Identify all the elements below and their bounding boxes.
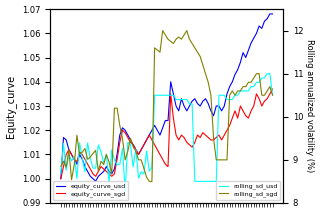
- Line: rolling_sd_usd: rolling_sd_usd: [61, 74, 273, 191]
- equity_curve_usd: [268, 13, 272, 15]
- equity_curve_usd: [156, 129, 159, 132]
- equity_curve_usd: [190, 100, 194, 103]
- equity_curve_sgd: [153, 144, 156, 146]
- rolling_sd_sgd: [209, 94, 213, 97]
- rolling_sd_sgd: [190, 42, 194, 45]
- rolling_sd_usd: [271, 94, 275, 97]
- rolling_sd_usd: [249, 85, 253, 88]
- Y-axis label: Rolling annualized volatility (%): Rolling annualized volatility (%): [306, 39, 315, 173]
- equity_curve_usd: [94, 180, 98, 182]
- Y-axis label: Equity_curve: Equity_curve: [5, 74, 16, 138]
- rolling_sd_sgd: [59, 165, 63, 168]
- equity_curve_sgd: [271, 88, 275, 90]
- equity_curve_usd: [249, 42, 253, 44]
- rolling_sd_sgd: [161, 29, 164, 32]
- equity_curve_sgd: [185, 141, 189, 144]
- equity_curve_sgd: [196, 134, 199, 136]
- Line: equity_curve_usd: equity_curve_usd: [61, 14, 273, 181]
- equity_curve_usd: [198, 105, 202, 107]
- Line: rolling_sd_sgd: rolling_sd_sgd: [61, 31, 273, 181]
- rolling_sd_sgd: [147, 180, 151, 183]
- equity_curve_usd: [59, 177, 63, 180]
- rolling_sd_sgd: [156, 49, 159, 51]
- rolling_sd_sgd: [271, 94, 275, 97]
- equity_curve_usd: [271, 13, 275, 15]
- Line: equity_curve_sgd: equity_curve_sgd: [61, 89, 273, 179]
- rolling_sd_usd: [190, 103, 194, 105]
- rolling_sd_usd: [188, 103, 191, 105]
- equity_curve_usd: [188, 105, 191, 107]
- rolling_sd_usd: [59, 172, 63, 175]
- Legend: rolling_sd_usd, rolling_sd_sgd: rolling_sd_usd, rolling_sd_sgd: [216, 181, 280, 200]
- equity_curve_sgd: [204, 134, 207, 136]
- equity_curve_sgd: [246, 117, 250, 119]
- rolling_sd_usd: [206, 180, 210, 183]
- rolling_sd_sgd: [252, 77, 256, 79]
- rolling_sd_usd: [198, 180, 202, 183]
- rolling_sd_usd: [156, 94, 159, 97]
- rolling_sd_sgd: [193, 47, 197, 49]
- equity_curve_sgd: [188, 144, 191, 146]
- rolling_sd_usd: [123, 190, 127, 192]
- rolling_sd_sgd: [201, 64, 205, 66]
- equity_curve_sgd: [59, 177, 63, 180]
- equity_curve_usd: [206, 102, 210, 105]
- rolling_sd_usd: [265, 72, 269, 75]
